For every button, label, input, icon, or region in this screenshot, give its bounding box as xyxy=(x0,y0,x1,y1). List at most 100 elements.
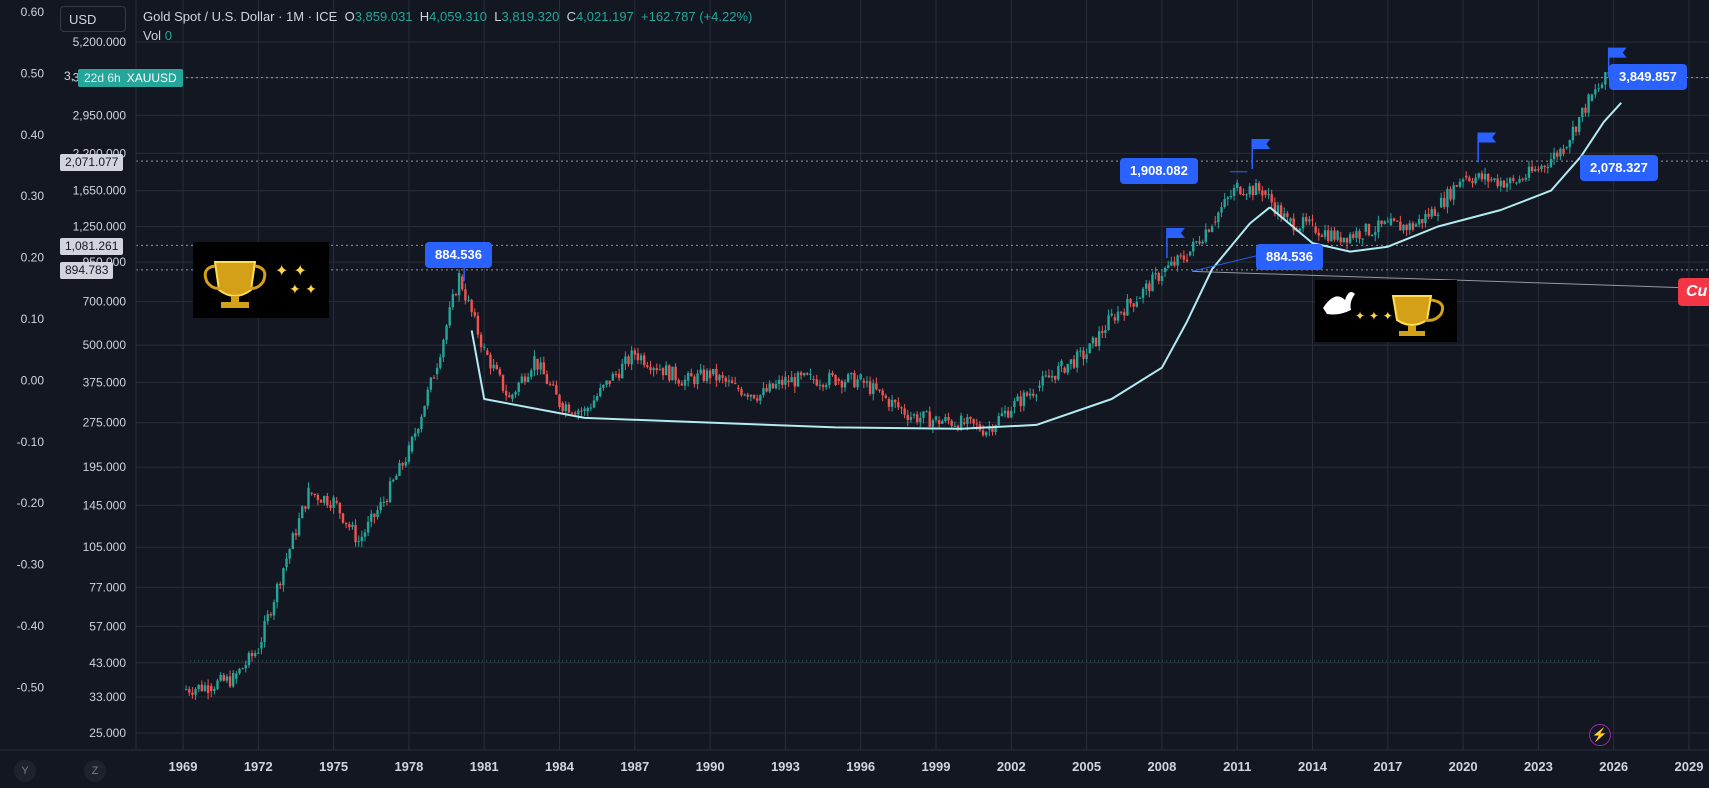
trophy-sticker-left: ✦ ✦ ✦ ✦ xyxy=(193,242,329,318)
candle-body xyxy=(203,685,207,691)
candle-body xyxy=(627,356,630,365)
callout-1980-high[interactable]: 884.536 xyxy=(425,242,492,268)
price-tag-894[interactable]: 894.783 xyxy=(60,262,114,279)
candle-body xyxy=(1006,410,1010,418)
candle-body xyxy=(900,407,903,409)
candle-body xyxy=(533,356,536,371)
time-tick-label: 1978 xyxy=(394,759,423,774)
candle-body xyxy=(828,372,831,386)
cup-label[interactable]: Cu xyxy=(1678,278,1709,306)
candle-body xyxy=(407,445,411,462)
candle-body xyxy=(693,376,696,385)
price-tick-label: 700.000 xyxy=(83,295,127,309)
candle-body xyxy=(555,385,558,395)
callout-2025-high[interactable]: 3,849.857 xyxy=(1609,64,1687,90)
candle-body xyxy=(1003,410,1007,414)
candle-body xyxy=(718,375,721,381)
candle-body xyxy=(1038,385,1041,388)
price-tick-label: 1,250.000 xyxy=(73,220,127,234)
callout-2024-breakout[interactable]: 2,078.327 xyxy=(1580,155,1658,181)
horizontal-levels xyxy=(136,77,1709,662)
candle-body xyxy=(1597,88,1600,90)
candle-body xyxy=(972,418,975,424)
candle-body xyxy=(1487,174,1490,182)
candle-body xyxy=(200,684,204,691)
candle-body xyxy=(1490,179,1493,181)
z-axis-button[interactable]: Z xyxy=(84,760,106,782)
candle-body xyxy=(420,416,423,430)
trophy-icon: ✦ ✦ ✦ ✦ xyxy=(203,261,317,308)
cup-curve-base xyxy=(470,206,1271,430)
candle-body xyxy=(1032,393,1035,396)
candle-body xyxy=(643,355,646,366)
candle-body xyxy=(1402,224,1405,231)
candle-body xyxy=(743,394,746,396)
candle-body xyxy=(887,398,891,407)
candle-body xyxy=(357,541,360,543)
candle-body xyxy=(1493,178,1496,180)
candle-body xyxy=(777,379,781,384)
candle-body xyxy=(326,495,329,506)
candle-body xyxy=(253,653,257,657)
candle-body xyxy=(379,502,382,511)
candle-body xyxy=(1283,213,1286,218)
candle-body xyxy=(445,325,448,340)
candle-body xyxy=(922,411,925,418)
candle-body xyxy=(1201,241,1204,244)
candle-body xyxy=(1480,173,1484,180)
candle-body xyxy=(589,407,593,409)
candle-body xyxy=(376,510,379,518)
candle-body xyxy=(1094,337,1098,347)
candle-body xyxy=(1433,209,1437,216)
y-axis-button[interactable]: Y xyxy=(14,760,36,782)
candle-body xyxy=(442,339,445,358)
candle-body xyxy=(1483,174,1487,180)
candle-body xyxy=(439,357,442,368)
left-scale-label: 0.30 xyxy=(21,189,45,203)
candle-body xyxy=(953,425,957,427)
left-scale-label: 0.40 xyxy=(21,128,45,142)
candle-body xyxy=(448,307,451,326)
candle-body xyxy=(878,389,881,391)
candle-body xyxy=(658,369,662,371)
candle-body xyxy=(602,384,605,388)
currency-button[interactable]: USD xyxy=(60,6,126,32)
candle-body xyxy=(937,420,941,424)
callout-2011-high[interactable]: 1,908.082 xyxy=(1120,158,1198,184)
close-label: C xyxy=(566,9,576,24)
time-tick-label: 2020 xyxy=(1449,759,1478,774)
candle-body xyxy=(1066,363,1069,373)
candle-body xyxy=(843,381,847,388)
candle-body xyxy=(985,432,988,436)
candle-body xyxy=(1019,396,1022,407)
candle-body xyxy=(1301,217,1305,229)
candle-body xyxy=(1499,180,1502,187)
price-tag-2071[interactable]: 2,071.077 xyxy=(60,154,124,171)
candle-body xyxy=(872,383,875,394)
candle-body xyxy=(1383,221,1386,225)
price-tick-label: 77.000 xyxy=(89,580,126,594)
lightning-icon[interactable]: ⚡ xyxy=(1589,724,1611,746)
candle-body xyxy=(184,689,188,691)
time-tick-label: 2017 xyxy=(1373,759,1402,774)
time-tick-label: 1975 xyxy=(319,759,348,774)
callout-2008-level[interactable]: 884.536 xyxy=(1256,244,1323,270)
candle-body xyxy=(567,404,571,413)
price-tag-1081[interactable]: 1,081.261 xyxy=(60,238,124,255)
candle-body xyxy=(737,387,740,390)
vol-value: 0 xyxy=(164,28,172,43)
ticker-label: XAUUSD xyxy=(126,71,177,85)
price-tick-label: 5,200.000 xyxy=(73,35,127,49)
candle-body xyxy=(1345,237,1349,243)
candle-body xyxy=(1417,219,1421,225)
symbol-price-badge[interactable]: 22d 6h XAUUSD xyxy=(78,69,183,87)
candle-body xyxy=(1091,337,1095,344)
candle-body xyxy=(304,506,307,509)
left-scale-label: -0.40 xyxy=(17,619,45,633)
flag-icon xyxy=(1252,138,1271,149)
candle-body xyxy=(1047,375,1051,378)
candle-body xyxy=(1430,209,1433,217)
candle-body xyxy=(1044,375,1048,377)
time-tick-label: 1993 xyxy=(771,759,800,774)
